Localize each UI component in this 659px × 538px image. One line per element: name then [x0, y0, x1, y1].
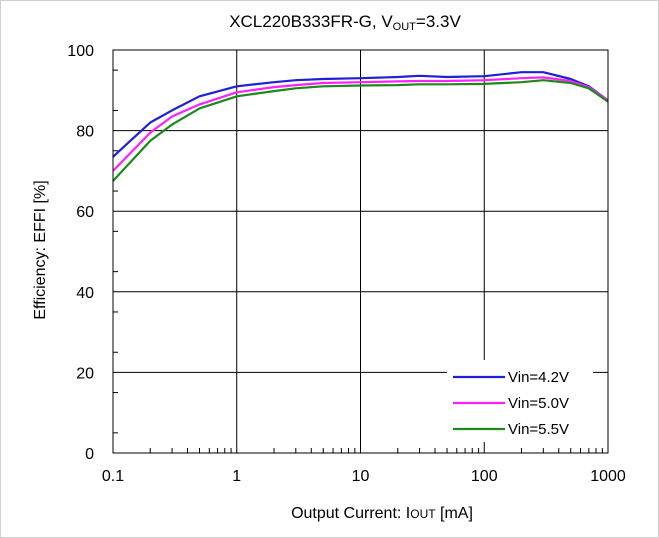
series-line-2 [112, 76, 609, 172]
legend-label-3: Vin=5.5V [508, 421, 569, 438]
y-axis-label: Efficiency: EFFI [%] [32, 180, 49, 319]
series-line-1 [112, 71, 609, 158]
y-tick-label: 0 [85, 446, 94, 463]
y-tick-label: 20 [76, 365, 94, 382]
x-tick-label: 100 [471, 468, 498, 485]
y-tick-label: 80 [76, 124, 94, 141]
chart-title-subscript: OUT [393, 21, 417, 33]
x-axis-label-main: Output Current: I [291, 505, 410, 522]
x-axis-label-suffix: [mA] [436, 505, 473, 522]
legend-label-2: Vin=5.0V [508, 395, 569, 412]
y-tick-label: 40 [76, 285, 94, 302]
plot-border [112, 49, 609, 454]
chart-title-suffix: =3.3V [416, 12, 462, 31]
chart-title: XCL220B333FR-G, VOUT=3.3V [229, 12, 461, 33]
series-layer [112, 71, 609, 182]
chart-title-main: XCL220B333FR-G, V [229, 12, 393, 31]
x-tick-label: 10 [352, 468, 370, 485]
series-line-3 [112, 79, 609, 182]
legend: Vin=4.2V Vin=5.0V Vin=5.5V [447, 360, 593, 442]
y-tick-label: 100 [67, 43, 94, 60]
legend-label-1: Vin=4.2V [508, 369, 569, 386]
x-tick-label: 0.1 [102, 468, 124, 485]
grid-layer [113, 50, 608, 453]
tick-layer: 0.1 1 10 100 1000 0 20 40 60 80 100 [67, 43, 626, 485]
x-tick-label: 1 [232, 468, 241, 485]
x-axis-label: Output Current: IOUT [mA] [291, 505, 473, 522]
x-tick-label: 1000 [590, 468, 626, 485]
x-axis-label-subscript: OUT [410, 507, 436, 521]
y-tick-label: 60 [76, 204, 94, 221]
